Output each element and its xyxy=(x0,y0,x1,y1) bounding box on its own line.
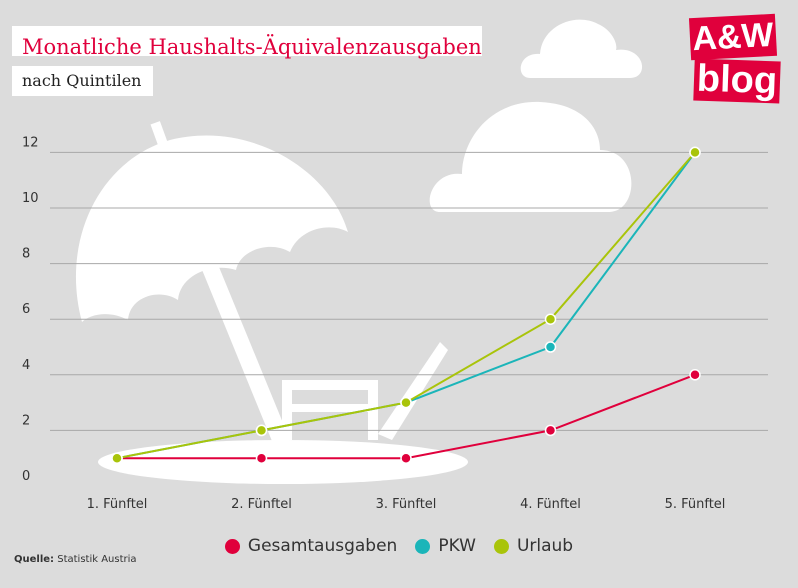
data-point xyxy=(255,424,268,437)
y-tick-label: 10 xyxy=(22,191,39,206)
beach-chair-seat-shape xyxy=(282,380,378,390)
chart-subtitle: nach Quintilen xyxy=(22,71,142,90)
x-tick-label: 2. Fünftel xyxy=(231,497,292,512)
x-tick-labels: 1. Fünftel 2. Fünftel 3. Fünftel 4. Fünftel… xyxy=(87,497,726,512)
aw-blog-logo: A&W blog xyxy=(688,13,784,104)
data-point xyxy=(544,424,557,437)
title-box: Monatliche Haushalts-Äquivalenzausgaben xyxy=(12,26,482,59)
logo-bottom: blog xyxy=(693,58,781,104)
data-point xyxy=(255,452,268,464)
legend: Gesamtausgaben PKW Urlaub xyxy=(0,536,798,556)
umbrella-canopy-shape xyxy=(75,135,349,322)
y-tick-label: 0 xyxy=(22,469,30,484)
source-note: Quelle: Statistik Austria xyxy=(14,554,137,565)
x-tick-label: 3. Fünftel xyxy=(376,497,437,512)
source-label: Quelle: xyxy=(14,554,55,565)
legend-item: PKW xyxy=(415,536,476,556)
grid xyxy=(50,151,768,431)
legend-label: Urlaub xyxy=(516,536,574,556)
y-tick-label: 4 xyxy=(22,358,30,373)
x-tick-label: 4. Fünftel xyxy=(520,497,581,512)
cloud-small-shape xyxy=(520,19,643,78)
y-tick-labels: 0 2 4 6 8 10 12 xyxy=(22,135,39,484)
series xyxy=(111,146,701,464)
subtitle-box: nach Quintilen xyxy=(12,66,154,96)
beach-towel-shape xyxy=(98,440,468,484)
umbrella-tip-shape xyxy=(150,121,170,151)
y-tick-label: 8 xyxy=(22,247,30,262)
data-point xyxy=(544,341,557,353)
legend-item: Gesamtausgaben xyxy=(224,536,398,556)
x-tick-label: 5. Fünftel xyxy=(665,497,726,512)
beach-chair-back-shape xyxy=(378,342,448,440)
umbrella-pole-shape xyxy=(196,250,290,446)
legend-label: Gesamtausgaben xyxy=(247,536,398,556)
beach-chair-base-shape xyxy=(282,404,378,412)
legend-item: Urlaub xyxy=(493,536,574,556)
source-text: Statistik Austria xyxy=(57,554,137,565)
y-tick-label: 6 xyxy=(22,302,30,317)
legend-marker xyxy=(224,538,240,554)
legend-marker xyxy=(415,538,431,554)
chart-title: Monatliche Haushalts-Äquivalenzausgaben xyxy=(22,35,482,59)
legend-marker xyxy=(493,538,509,554)
y-tick-label: 2 xyxy=(22,413,30,428)
beach-illustration xyxy=(75,19,643,484)
data-point xyxy=(400,396,412,409)
data-point xyxy=(689,146,701,159)
data-point xyxy=(544,313,557,325)
cloud-large-shape xyxy=(429,101,632,212)
x-tick-label: 1. Fünftel xyxy=(87,497,148,512)
y-tick-label: 12 xyxy=(22,135,39,150)
logo-top: A&W xyxy=(688,13,778,61)
data-point xyxy=(689,369,701,381)
data-point xyxy=(400,452,412,464)
data-point xyxy=(111,452,123,464)
legend-label: PKW xyxy=(438,536,476,556)
